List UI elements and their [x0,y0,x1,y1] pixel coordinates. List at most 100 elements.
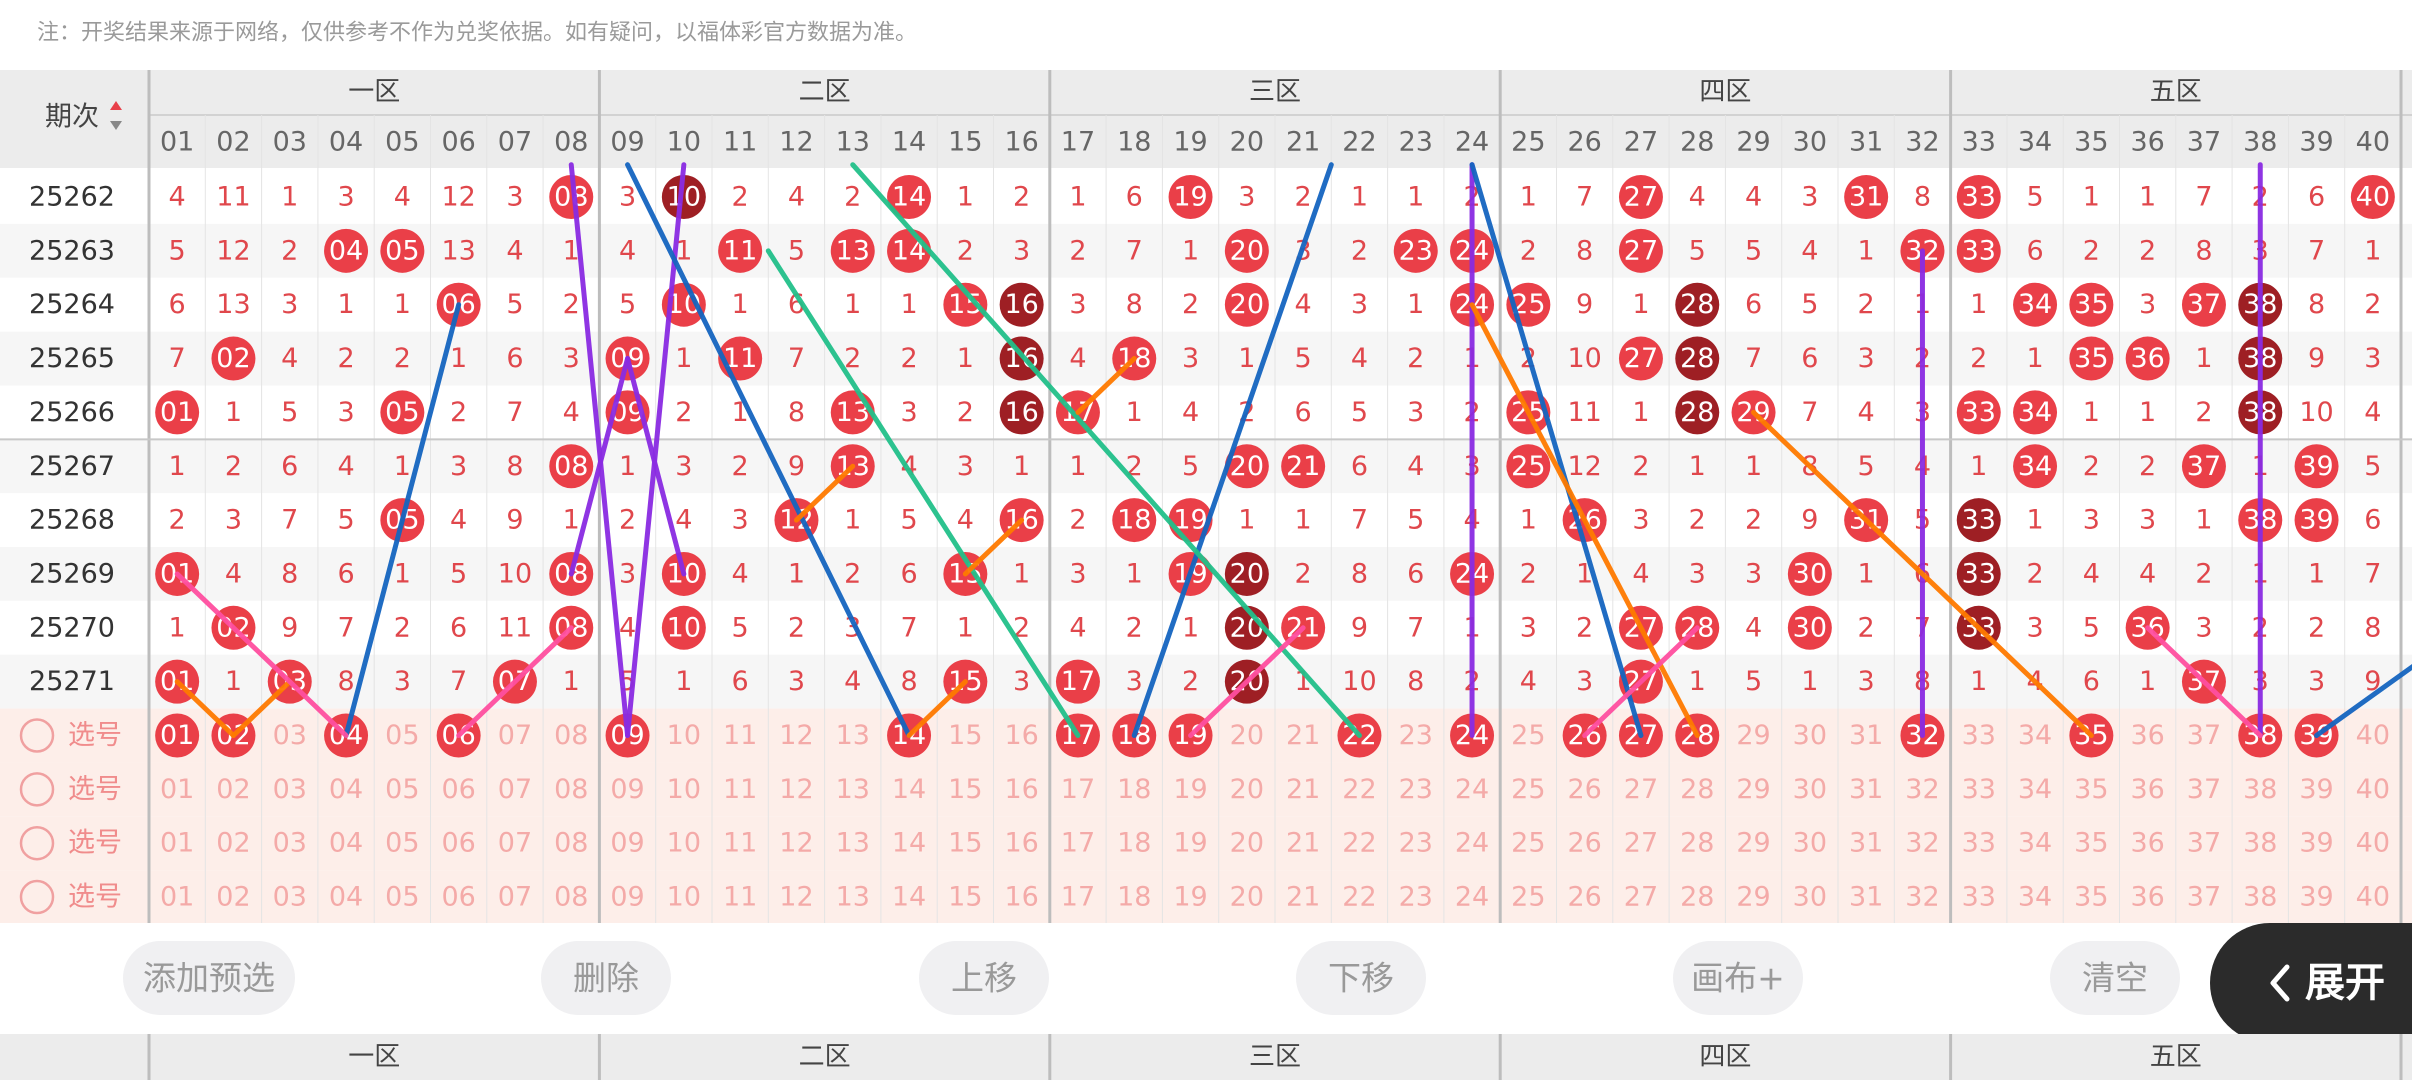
pick-number[interactable]: 03 [273,828,307,859]
pick-number[interactable]: 35 [2074,882,2108,913]
pick-number[interactable]: 15 [948,882,982,913]
pick-number[interactable]: 25 [1511,882,1545,913]
pick-number[interactable]: 19 [1173,882,1207,913]
pick-number[interactable]: 20 [1230,828,1264,859]
pick-number[interactable]: 16 [1004,882,1038,913]
pick-number[interactable]: 30 [1793,882,1827,913]
pick-number[interactable]: 01 [160,774,194,805]
pick-radio[interactable] [19,879,55,915]
pick-number[interactable]: 15 [948,720,982,751]
pick-number[interactable]: 03 [273,774,307,805]
pick-number[interactable]: 36 [2130,774,2164,805]
pick-label[interactable]: 选号 [68,828,122,859]
pick-number[interactable]: 07 [498,720,532,751]
pick-ball[interactable] [155,713,200,758]
pick-number[interactable]: 13 [836,828,870,859]
pick-number[interactable]: 11 [723,720,757,751]
pick-number[interactable]: 03 [273,720,307,751]
pick-number[interactable]: 37 [2187,720,2221,751]
pick-number[interactable]: 11 [723,774,757,805]
pick-number[interactable]: 14 [892,882,926,913]
pick-number[interactable]: 34 [2018,774,2052,805]
pick-number[interactable]: 36 [2130,882,2164,913]
pick-number[interactable]: 40 [2356,882,2390,913]
pick-number[interactable]: 20 [1230,882,1264,913]
pick-number[interactable]: 08 [554,774,588,805]
pick-number[interactable]: 02 [216,774,250,805]
pick-number[interactable]: 26 [1567,882,1601,913]
pick-number[interactable]: 10 [667,828,701,859]
pick-number[interactable]: 28 [1680,882,1714,913]
pick-number[interactable]: 01 [160,720,194,751]
pick-number[interactable]: 36 [2130,720,2164,751]
pick-number[interactable]: 23 [1399,828,1433,859]
pick-number[interactable]: 21 [1286,828,1320,859]
pick-number[interactable]: 20 [1230,720,1264,751]
pick-number[interactable]: 25 [1511,828,1545,859]
pick-number[interactable]: 24 [1455,828,1489,859]
pick-number[interactable]: 06 [441,882,475,913]
pick-radio[interactable] [19,825,55,861]
toolbar-button[interactable] [541,941,671,1015]
pick-number[interactable]: 17 [1061,882,1095,913]
toolbar-button[interactable] [123,941,295,1015]
pick-number[interactable]: 34 [2018,720,2052,751]
pick-number[interactable]: 21 [1286,720,1320,751]
pick-number[interactable]: 05 [385,720,419,751]
pick-number[interactable]: 30 [1793,774,1827,805]
toolbar-button[interactable] [2050,941,2180,1015]
pick-number[interactable]: 29 [1736,882,1770,913]
pick-number[interactable]: 14 [892,774,926,805]
pick-number[interactable]: 26 [1567,774,1601,805]
pick-number[interactable]: 12 [779,882,813,913]
pick-number[interactable]: 18 [1117,774,1151,805]
pick-number[interactable]: 23 [1399,720,1433,751]
toolbar-button[interactable] [1673,941,1803,1015]
pick-number[interactable]: 38 [2243,882,2277,913]
pick-number[interactable]: 11 [723,882,757,913]
pick-number[interactable]: 29 [1736,720,1770,751]
pick-number[interactable]: 12 [779,828,813,859]
toolbar-button[interactable] [1296,941,1426,1015]
pick-number[interactable]: 33 [1962,720,1996,751]
pick-number[interactable]: 05 [385,828,419,859]
pick-number[interactable]: 22 [1342,828,1376,859]
pick-number[interactable]: 16 [1004,828,1038,859]
toolbar-button-label[interactable]: 下移 [1328,959,1394,998]
pick-number[interactable]: 29 [1736,774,1770,805]
pick-number[interactable]: 33 [1962,882,1996,913]
toolbar-button-label[interactable]: 清空 [2082,959,2148,998]
pick-number[interactable]: 03 [273,882,307,913]
pick-number[interactable]: 29 [1736,828,1770,859]
pick-number[interactable]: 02 [216,828,250,859]
pick-number[interactable]: 25 [1511,720,1545,751]
pick-number[interactable]: 34 [2018,882,2052,913]
pick-label[interactable]: 选号 [68,882,122,913]
pick-radio[interactable] [19,718,55,753]
pick-number[interactable]: 15 [948,774,982,805]
pick-number[interactable]: 32 [1905,882,1939,913]
pick-number[interactable]: 40 [2356,720,2390,751]
pick-number[interactable]: 07 [498,828,532,859]
pick-number[interactable]: 02 [216,882,250,913]
pick-number[interactable]: 23 [1399,882,1433,913]
pick-number[interactable]: 31 [1849,882,1883,913]
pick-number[interactable]: 12 [779,720,813,751]
pick-number[interactable]: 05 [385,882,419,913]
pick-number[interactable]: 30 [1793,720,1827,751]
pick-number[interactable]: 15 [948,828,982,859]
pick-number[interactable]: 36 [2130,828,2164,859]
pick-number[interactable]: 31 [1849,828,1883,859]
pick-number[interactable]: 07 [498,774,532,805]
pick-number[interactable]: 08 [554,828,588,859]
pick-number[interactable]: 33 [1962,774,1996,805]
pick-number[interactable]: 13 [836,720,870,751]
pick-number[interactable]: 04 [329,828,363,859]
pick-number[interactable]: 17 [1061,828,1095,859]
pick-number[interactable]: 27 [1624,774,1658,805]
pick-number[interactable]: 35 [2074,828,2108,859]
pick-number[interactable]: 08 [554,720,588,751]
pick-number[interactable]: 01 [160,828,194,859]
pick-number[interactable]: 21 [1286,774,1320,805]
pick-number[interactable]: 14 [892,828,926,859]
